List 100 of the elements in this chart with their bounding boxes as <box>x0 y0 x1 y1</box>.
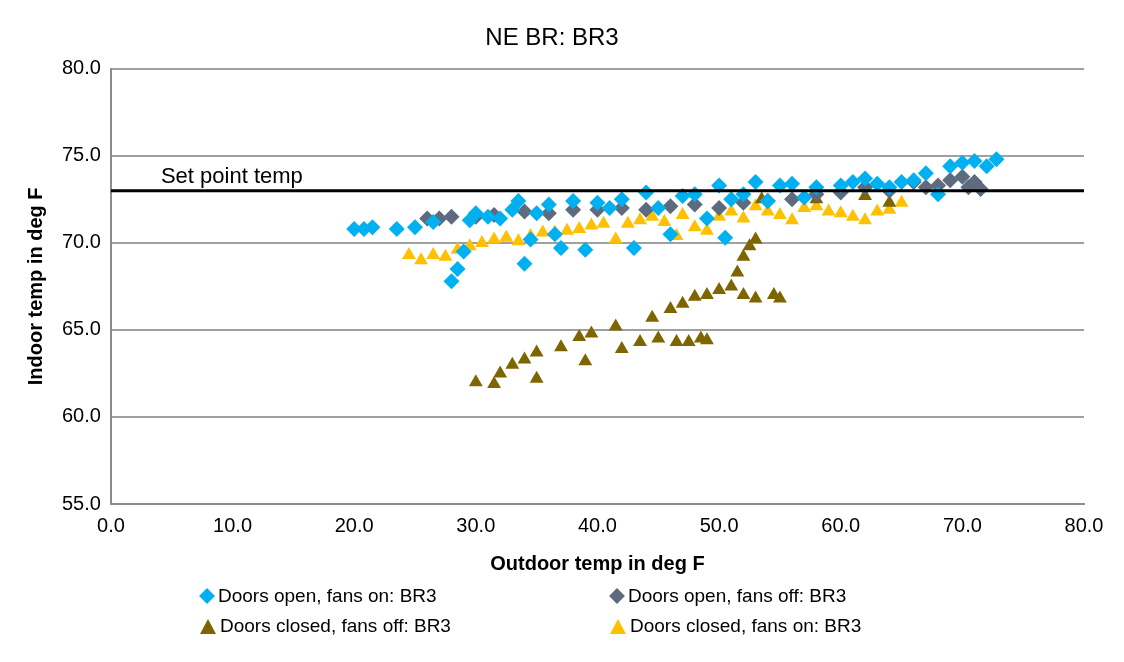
point <box>700 287 714 300</box>
point <box>425 213 442 230</box>
point <box>681 334 696 347</box>
point <box>511 233 526 246</box>
point <box>528 205 545 222</box>
point <box>572 220 587 233</box>
point <box>675 295 690 308</box>
y-tick-label: 55.0 <box>61 491 101 514</box>
point <box>625 240 642 257</box>
point <box>633 334 647 347</box>
point <box>468 374 483 387</box>
point <box>966 153 983 170</box>
point <box>438 248 453 261</box>
point <box>942 172 959 189</box>
point <box>748 231 763 244</box>
point <box>698 210 715 227</box>
point <box>638 201 655 218</box>
point <box>443 273 460 290</box>
point <box>505 356 520 369</box>
point <box>845 208 860 221</box>
y-tick-label: 65.0 <box>61 317 101 340</box>
legend-label: Doors open, fans off: BR3 <box>628 585 847 607</box>
point <box>784 175 801 192</box>
x-tick-label: 10.0 <box>213 513 253 536</box>
point <box>613 191 630 208</box>
point <box>988 151 1005 168</box>
point <box>499 229 514 242</box>
x-tick-label: 80.0 <box>1064 513 1104 536</box>
point <box>747 173 764 190</box>
point <box>414 252 429 265</box>
point <box>546 226 563 243</box>
point <box>869 175 886 192</box>
point <box>662 198 679 215</box>
point <box>529 344 544 357</box>
point <box>954 168 971 185</box>
x-tick-label: 30.0 <box>456 513 496 536</box>
point <box>487 375 501 388</box>
point <box>388 220 405 237</box>
ref-line-label: Set point temp <box>160 162 303 188</box>
point <box>493 365 508 378</box>
x-axis-title: Outdoor temp in deg F <box>490 551 705 574</box>
point <box>449 260 466 277</box>
x-tick-label: 50.0 <box>699 513 739 536</box>
point <box>529 370 544 383</box>
y-axis-title: Indoor temp in deg F <box>23 187 46 386</box>
point <box>614 341 629 354</box>
point <box>554 339 568 352</box>
point <box>522 231 539 248</box>
point <box>724 278 739 291</box>
point <box>687 219 702 232</box>
point <box>402 247 416 260</box>
legend-label: Doors closed, fans on: BR3 <box>630 615 862 637</box>
chart-title: NE BR: BR3 <box>485 23 619 51</box>
point <box>772 207 787 220</box>
point <box>584 325 599 338</box>
point <box>455 243 472 260</box>
point <box>645 309 660 322</box>
point <box>657 213 672 226</box>
point <box>894 194 909 207</box>
x-tick-label: 60.0 <box>821 513 861 536</box>
point <box>717 229 734 246</box>
point <box>492 210 509 227</box>
point <box>736 210 751 223</box>
point <box>857 170 874 187</box>
x-tick-label: 0.0 <box>97 513 125 536</box>
x-tick-label: 20.0 <box>334 513 374 536</box>
point <box>978 158 995 175</box>
point <box>700 332 714 345</box>
point <box>620 215 635 228</box>
point <box>560 222 574 235</box>
legend-label: Doors closed, fans off: BR3 <box>220 615 451 637</box>
point <box>650 200 667 217</box>
point <box>785 212 800 225</box>
point <box>608 318 623 331</box>
point <box>487 231 501 244</box>
point <box>858 212 872 225</box>
point <box>601 200 618 217</box>
point <box>784 191 801 208</box>
point <box>833 205 848 218</box>
point <box>736 287 751 300</box>
point <box>577 241 594 258</box>
point <box>796 189 813 206</box>
point <box>736 248 751 261</box>
point <box>596 215 611 228</box>
point <box>723 191 740 208</box>
point <box>870 203 885 216</box>
point <box>712 281 727 294</box>
point <box>730 264 745 277</box>
point <box>589 194 606 211</box>
point <box>608 231 623 244</box>
point <box>711 200 728 217</box>
y-tick-label: 70.0 <box>61 230 101 253</box>
point <box>687 288 702 301</box>
point <box>633 212 647 225</box>
point <box>443 208 460 225</box>
legend-label: Doors open, fans on: BR3 <box>218 585 437 607</box>
point <box>474 234 489 247</box>
point <box>651 330 666 343</box>
point <box>748 290 763 303</box>
point <box>844 173 861 190</box>
